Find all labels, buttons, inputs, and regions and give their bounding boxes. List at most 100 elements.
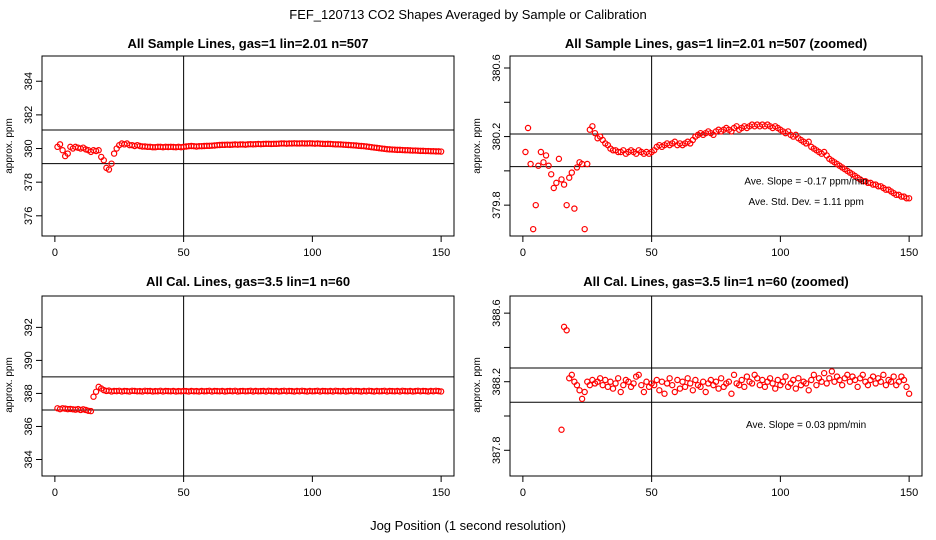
data-point xyxy=(712,378,720,385)
data-point xyxy=(527,160,534,168)
data-point xyxy=(568,169,576,176)
data-point xyxy=(715,385,722,392)
data-point xyxy=(795,375,802,382)
y-tick-label: 378 xyxy=(23,173,35,191)
plot-frame xyxy=(41,295,455,477)
annotation-text: Ave. Std. Dev. = 1.11 ppm xyxy=(748,197,863,208)
data-point xyxy=(692,376,699,384)
data-point xyxy=(808,376,815,384)
y-tick-label: 387.8 xyxy=(491,437,503,465)
data-point xyxy=(905,390,913,397)
data-point xyxy=(522,148,529,156)
data-point xyxy=(810,371,818,379)
data-point xyxy=(681,383,689,391)
data-point xyxy=(864,381,872,389)
data-point xyxy=(880,371,887,379)
data-point xyxy=(535,162,542,169)
data-point xyxy=(604,383,612,391)
data-point xyxy=(684,375,691,382)
plot-frame xyxy=(509,55,923,237)
data-point xyxy=(92,388,100,395)
y-tick-label: 380.2 xyxy=(491,123,503,151)
panel-sample-lines: All Sample Lines, gas=1 lin=2.01 n=507 a… xyxy=(4,36,455,259)
data-point xyxy=(105,166,113,173)
data-point xyxy=(846,378,854,385)
panel-title: All Sample Lines, gas=1 lin=2.01 n=507 (… xyxy=(565,36,867,51)
data-point xyxy=(558,426,565,433)
y-tick-label: 386 xyxy=(23,417,35,435)
data-point xyxy=(820,369,828,377)
data-point xyxy=(563,327,570,334)
data-point xyxy=(823,380,830,387)
data-point xyxy=(887,378,895,385)
data-point xyxy=(576,387,583,394)
data-point xyxy=(759,376,766,384)
y-tick-label: 382 xyxy=(23,106,35,124)
data-point xyxy=(589,123,596,130)
x-tick-label: 50 xyxy=(646,487,658,499)
panel-title: All Cal. Lines, gas=3.5 lin=1 n=60 (zoom… xyxy=(583,274,849,289)
data-point xyxy=(630,380,637,387)
data-point xyxy=(573,164,581,171)
data-point xyxy=(85,407,92,414)
x-tick-label: 50 xyxy=(646,247,658,259)
data-point xyxy=(743,373,751,380)
data-point xyxy=(64,150,71,157)
y-axis-label: approx. ppm xyxy=(472,357,483,413)
data-point xyxy=(792,385,800,392)
data-point xyxy=(568,371,576,379)
data-point xyxy=(578,395,586,403)
x-tick-label: 0 xyxy=(52,487,58,499)
data-point xyxy=(560,181,568,188)
data-point xyxy=(620,381,627,389)
data-point xyxy=(643,378,650,385)
data-point xyxy=(717,375,725,382)
data-point xyxy=(638,381,645,389)
figure-x-axis-label: Jog Position (1 second resolution) xyxy=(370,518,566,533)
y-axis-label: approx. ppm xyxy=(4,118,15,174)
y-tick-label: 379.8 xyxy=(491,191,503,219)
data-point xyxy=(774,376,782,384)
data-point xyxy=(761,383,769,391)
data-point xyxy=(676,385,684,392)
data-point xyxy=(553,179,560,187)
data-point xyxy=(599,381,606,389)
data-point xyxy=(813,381,820,389)
data-point xyxy=(437,388,445,395)
data-point xyxy=(566,174,573,181)
data-point xyxy=(826,375,833,382)
data-point xyxy=(548,171,555,178)
data-point xyxy=(524,124,532,132)
data-point xyxy=(838,381,846,389)
panel-cal-lines: All Cal. Lines, gas=3.5 lin=1 n=60 appro… xyxy=(4,274,455,499)
data-point xyxy=(653,376,660,384)
data-point xyxy=(550,184,557,192)
data-point xyxy=(859,371,866,379)
data-point xyxy=(617,388,624,396)
y-tick-label: 388 xyxy=(23,384,35,402)
data-point xyxy=(872,380,879,387)
data-point xyxy=(87,407,95,415)
x-tick-label: 50 xyxy=(178,487,190,499)
data-point xyxy=(591,129,599,137)
data-point xyxy=(529,225,537,233)
data-point xyxy=(741,383,748,391)
data-point xyxy=(558,176,565,183)
data-point xyxy=(782,373,789,380)
x-tick-label: 100 xyxy=(771,487,789,499)
data-point xyxy=(679,378,686,385)
data-point xyxy=(766,375,774,382)
data-point xyxy=(656,387,663,394)
data-point xyxy=(658,378,666,385)
data-point xyxy=(905,195,913,202)
data-point xyxy=(435,387,442,395)
data-point xyxy=(669,381,676,389)
y-tick-label: 390 xyxy=(23,351,35,369)
data-point xyxy=(666,375,673,382)
plot-frame xyxy=(41,55,455,237)
data-point xyxy=(738,376,745,384)
y-tick-label: 384 xyxy=(23,450,35,468)
data-point xyxy=(663,380,671,387)
y-tick-label: 392 xyxy=(23,318,35,336)
annotation-text: Ave. Slope = -0.17 ppm/min xyxy=(744,177,868,188)
